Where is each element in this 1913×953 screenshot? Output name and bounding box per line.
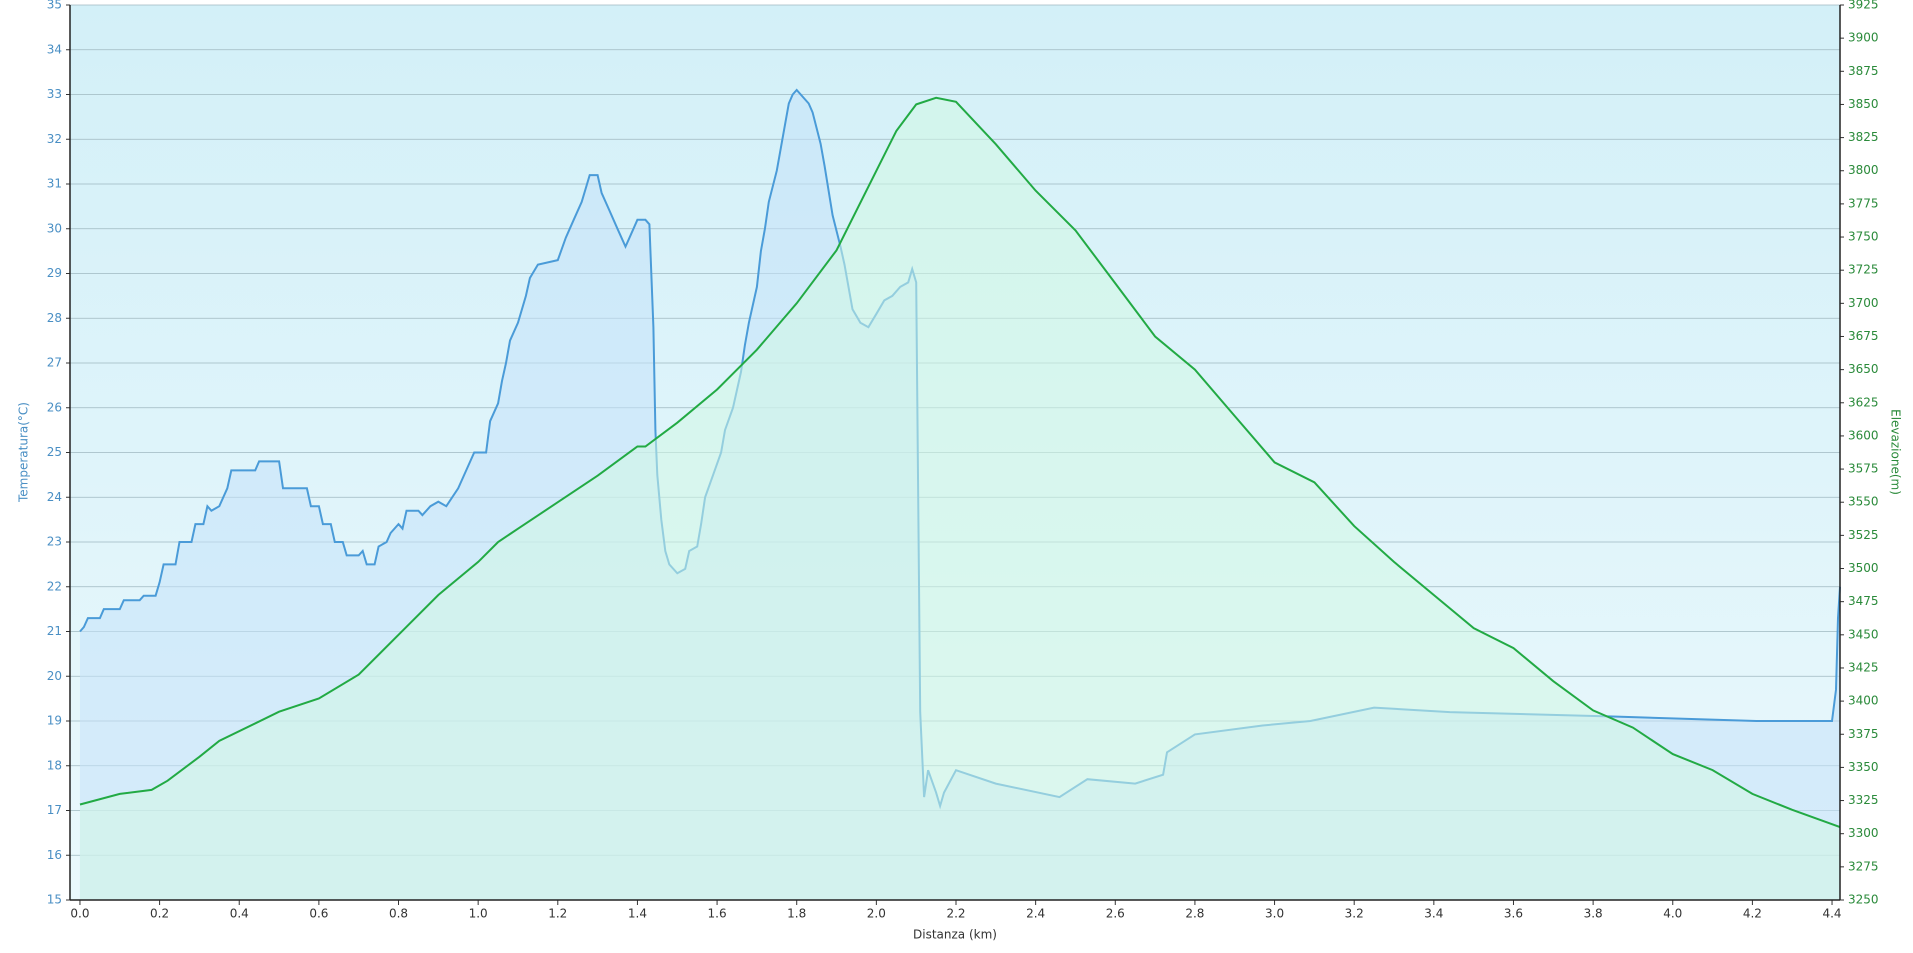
y2-tick-label: 3675 bbox=[1848, 329, 1879, 343]
y-tick-label: 27 bbox=[47, 356, 62, 370]
x-tick-label: 4.4 bbox=[1822, 907, 1841, 921]
y2-tick-label: 3375 bbox=[1848, 727, 1879, 741]
y2-tick-label: 3725 bbox=[1848, 263, 1879, 277]
y-tick-label: 29 bbox=[47, 266, 62, 280]
x-tick-label: 3.0 bbox=[1265, 907, 1284, 921]
y2-tick-label: 3625 bbox=[1848, 395, 1879, 409]
y-tick-label: 21 bbox=[47, 624, 62, 638]
series-line bbox=[79, 96, 1841, 829]
x-tick-label: 3.6 bbox=[1504, 907, 1523, 921]
x-tick-label: 0.8 bbox=[389, 907, 408, 921]
y2-tick-label: 3400 bbox=[1848, 694, 1879, 708]
y-axis-label: Temperatura(°C) bbox=[17, 402, 31, 503]
y2-tick-label: 3425 bbox=[1848, 660, 1879, 674]
y2-tick-label: 3475 bbox=[1848, 594, 1879, 608]
y2-tick-label: 3925 bbox=[1848, 0, 1879, 12]
y-tick-label: 24 bbox=[47, 490, 62, 504]
x-tick-label: 2.4 bbox=[1026, 907, 1045, 921]
y-tick-label: 26 bbox=[47, 400, 62, 414]
y2-tick-label: 3550 bbox=[1848, 495, 1879, 509]
y2-tick-label: 3775 bbox=[1848, 196, 1879, 210]
x-tick-label: 2.0 bbox=[867, 907, 886, 921]
y2-tick-label: 3900 bbox=[1848, 31, 1879, 45]
x-tick-label: 1.2 bbox=[548, 907, 567, 921]
y2-tick-label: 3525 bbox=[1848, 528, 1879, 542]
y-tick-label: 17 bbox=[47, 803, 62, 817]
x-tick-label: 4.0 bbox=[1663, 907, 1682, 921]
y2-tick-label: 3825 bbox=[1848, 130, 1879, 144]
y-tick-label: 28 bbox=[47, 311, 62, 325]
y2-tick-label: 3575 bbox=[1848, 462, 1879, 476]
x-tick-label: 2.8 bbox=[1185, 907, 1204, 921]
y2-tick-label: 3650 bbox=[1848, 362, 1879, 376]
y2-tick-label: 3750 bbox=[1848, 230, 1879, 244]
y2-axis-label: Elevazione(m) bbox=[1889, 409, 1903, 495]
x-tick-label: 1.4 bbox=[628, 907, 647, 921]
y2-tick-label: 3350 bbox=[1848, 760, 1879, 774]
y2-tick-label: 3300 bbox=[1848, 826, 1879, 840]
y-tick-label: 31 bbox=[47, 177, 62, 191]
y-tick-label: 35 bbox=[47, 0, 62, 12]
y-tick-label: 20 bbox=[47, 669, 62, 683]
x-tick-label: 0.4 bbox=[230, 907, 249, 921]
y2-tick-label: 3800 bbox=[1848, 163, 1879, 177]
x-tick-label: 2.2 bbox=[946, 907, 965, 921]
x-tick-label: 1.0 bbox=[469, 907, 488, 921]
y-tick-label: 16 bbox=[47, 848, 62, 862]
y-tick-label: 30 bbox=[47, 221, 62, 235]
series-area bbox=[79, 97, 1841, 901]
y-tick-label: 23 bbox=[47, 535, 62, 549]
x-tick-label: 3.8 bbox=[1584, 907, 1603, 921]
y-tick-label: 19 bbox=[47, 714, 62, 728]
x-tick-label: 3.2 bbox=[1345, 907, 1364, 921]
y2-tick-label: 3500 bbox=[1848, 561, 1879, 575]
y2-tick-label: 3700 bbox=[1848, 296, 1879, 310]
x-tick-label: 3.4 bbox=[1424, 907, 1443, 921]
y-tick-label: 33 bbox=[47, 87, 62, 101]
x-tick-label: 4.2 bbox=[1743, 907, 1762, 921]
y2-tick-label: 3275 bbox=[1848, 859, 1879, 873]
x-tick-label: 0.0 bbox=[70, 907, 89, 921]
x-tick-label: 1.6 bbox=[708, 907, 727, 921]
y2-tick-label: 3600 bbox=[1848, 428, 1879, 442]
y-tick-label: 22 bbox=[47, 579, 62, 593]
y-tick-label: 18 bbox=[47, 758, 62, 772]
y2-tick-label: 3325 bbox=[1848, 793, 1879, 807]
x-tick-label: 0.2 bbox=[150, 907, 169, 921]
y-tick-label: 32 bbox=[47, 132, 62, 146]
y2-tick-label: 3250 bbox=[1848, 893, 1879, 907]
y2-tick-label: 3875 bbox=[1848, 64, 1879, 78]
y2-tick-label: 3850 bbox=[1848, 97, 1879, 111]
y2-tick-label: 3450 bbox=[1848, 627, 1879, 641]
x-tick-label: 0.6 bbox=[309, 907, 328, 921]
x-tick-label: 2.6 bbox=[1106, 907, 1125, 921]
x-tick-label: 1.8 bbox=[787, 907, 806, 921]
y-tick-label: 34 bbox=[47, 42, 62, 56]
y-tick-label: 15 bbox=[47, 893, 62, 907]
y-tick-label: 25 bbox=[47, 445, 62, 459]
x-axis-label: Distanza (km) bbox=[913, 928, 997, 942]
